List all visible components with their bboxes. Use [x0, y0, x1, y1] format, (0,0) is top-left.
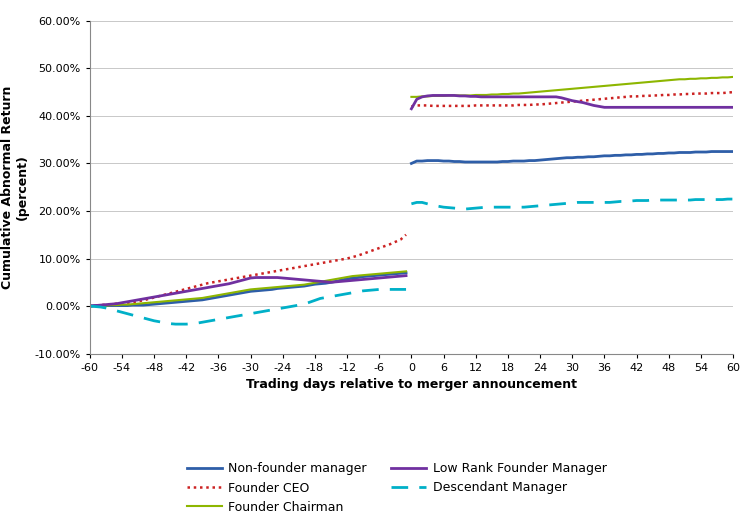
- Legend: Non-founder manager, Founder CEO, Founder Chairman, Low Rank Founder Manager, De: Non-founder manager, Founder CEO, Founde…: [186, 462, 607, 514]
- X-axis label: Trading days relative to merger announcement: Trading days relative to merger announce…: [246, 378, 577, 391]
- Y-axis label: Cumulative Abnormal Return
(percent): Cumulative Abnormal Return (percent): [1, 85, 29, 289]
